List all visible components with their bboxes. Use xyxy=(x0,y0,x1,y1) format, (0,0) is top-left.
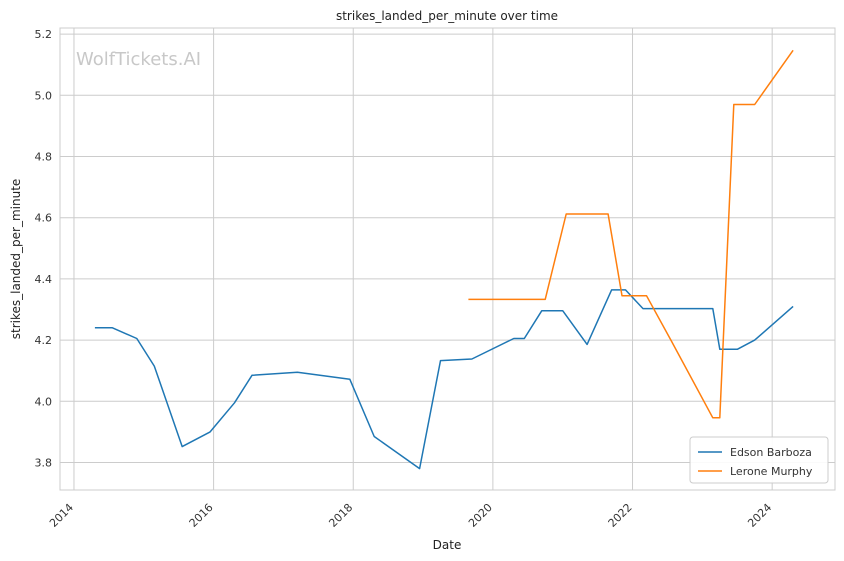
y-tick-label: 4.4 xyxy=(35,273,53,286)
series-line-lerone-murphy xyxy=(468,49,794,419)
x-tick-label: 2014 xyxy=(47,501,76,530)
series-line-edson-barboza xyxy=(94,289,794,470)
grid-lines xyxy=(60,28,835,490)
x-tick-labels: 2014 2016 2018 2020 2022 2024 xyxy=(47,501,774,530)
y-tick-label: 5.0 xyxy=(35,89,53,102)
legend-label: Edson Barboza xyxy=(730,446,812,459)
plot-area xyxy=(59,27,836,491)
legend-label: Lerone Murphy xyxy=(730,465,813,478)
chart-title: strikes_landed_per_minute over time xyxy=(336,9,558,23)
y-tick-label: 3.8 xyxy=(35,456,53,469)
y-tick-label: 4.2 xyxy=(35,334,53,347)
series-layer xyxy=(94,49,794,470)
legend-box xyxy=(689,436,829,484)
x-tick-label: 2022 xyxy=(606,501,635,530)
x-axis-label: Date xyxy=(433,538,462,552)
y-axis-label: strikes_landed_per_minute xyxy=(9,179,23,340)
y-tick-label: 4.0 xyxy=(35,395,53,408)
watermark: WolfTickets.AI xyxy=(76,49,201,70)
x-tick-label: 2016 xyxy=(187,501,216,530)
x-tick-label: 2024 xyxy=(745,501,774,530)
x-tick-label: 2018 xyxy=(326,501,355,530)
y-tick-label: 5.2 xyxy=(35,28,53,41)
y-tick-label: 4.8 xyxy=(35,151,53,164)
y-tick-labels: 3.8 4.0 4.2 4.4 4.6 4.8 5.0 5.2 xyxy=(35,28,53,469)
x-tick-label: 2020 xyxy=(466,501,495,530)
legend: Edson Barboza Lerone Murphy xyxy=(689,436,829,484)
y-tick-label: 4.6 xyxy=(35,212,53,225)
